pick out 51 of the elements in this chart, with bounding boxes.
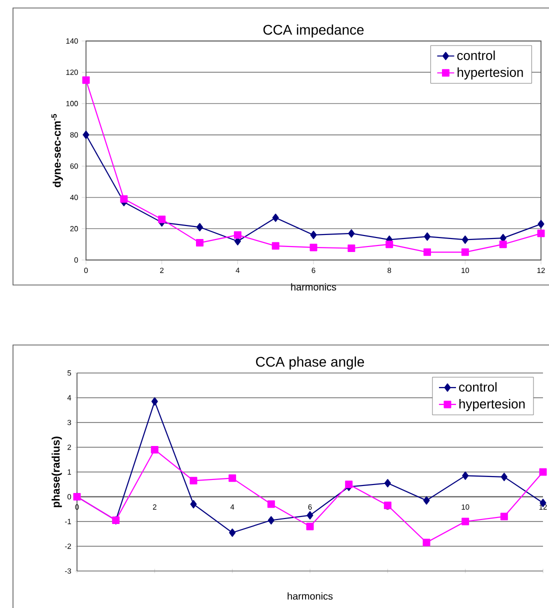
point (228, 474, 236, 482)
point (499, 240, 507, 248)
point (306, 511, 314, 520)
chart-title: CCA phase angle (256, 356, 364, 370)
legend-label: control (459, 382, 497, 392)
point (461, 248, 469, 256)
point (272, 242, 280, 250)
y-axis-title: dyne-sec-cm$^{-5}$ (51, 114, 63, 188)
point (538, 220, 544, 228)
point (196, 222, 203, 232)
point (150, 446, 158, 454)
point (386, 240, 394, 248)
point (272, 214, 279, 222)
point (462, 472, 469, 480)
point (310, 244, 318, 252)
point (348, 229, 355, 238)
point (229, 528, 236, 537)
point (500, 512, 508, 520)
point (158, 216, 166, 224)
point (151, 397, 158, 406)
point (462, 236, 468, 244)
x-axis-title: harmonics (288, 592, 333, 600)
point (310, 230, 317, 240)
point (462, 518, 470, 526)
point (190, 500, 197, 508)
point (190, 476, 198, 484)
y-axis-title: phase(radius) (52, 436, 62, 508)
point (267, 500, 275, 508)
point (82, 130, 90, 139)
point (500, 472, 508, 482)
x-axis-title: harmonics (291, 283, 336, 291)
legend-label: hypertesion (459, 399, 525, 412)
point (196, 239, 204, 247)
point (384, 478, 391, 488)
point (306, 522, 314, 530)
point (345, 480, 353, 488)
point (234, 231, 242, 239)
point (82, 76, 90, 84)
point (348, 244, 356, 252)
point (539, 468, 547, 476)
point (424, 248, 431, 256)
legend-label: control (457, 50, 495, 60)
legend-label: hypertesion (458, 67, 523, 80)
point (423, 496, 430, 505)
point (537, 230, 545, 238)
point (424, 232, 430, 241)
point (120, 195, 128, 203)
chart-title: CCA impedance (263, 24, 364, 38)
point (422, 538, 430, 546)
point (384, 502, 392, 510)
point (268, 516, 274, 524)
